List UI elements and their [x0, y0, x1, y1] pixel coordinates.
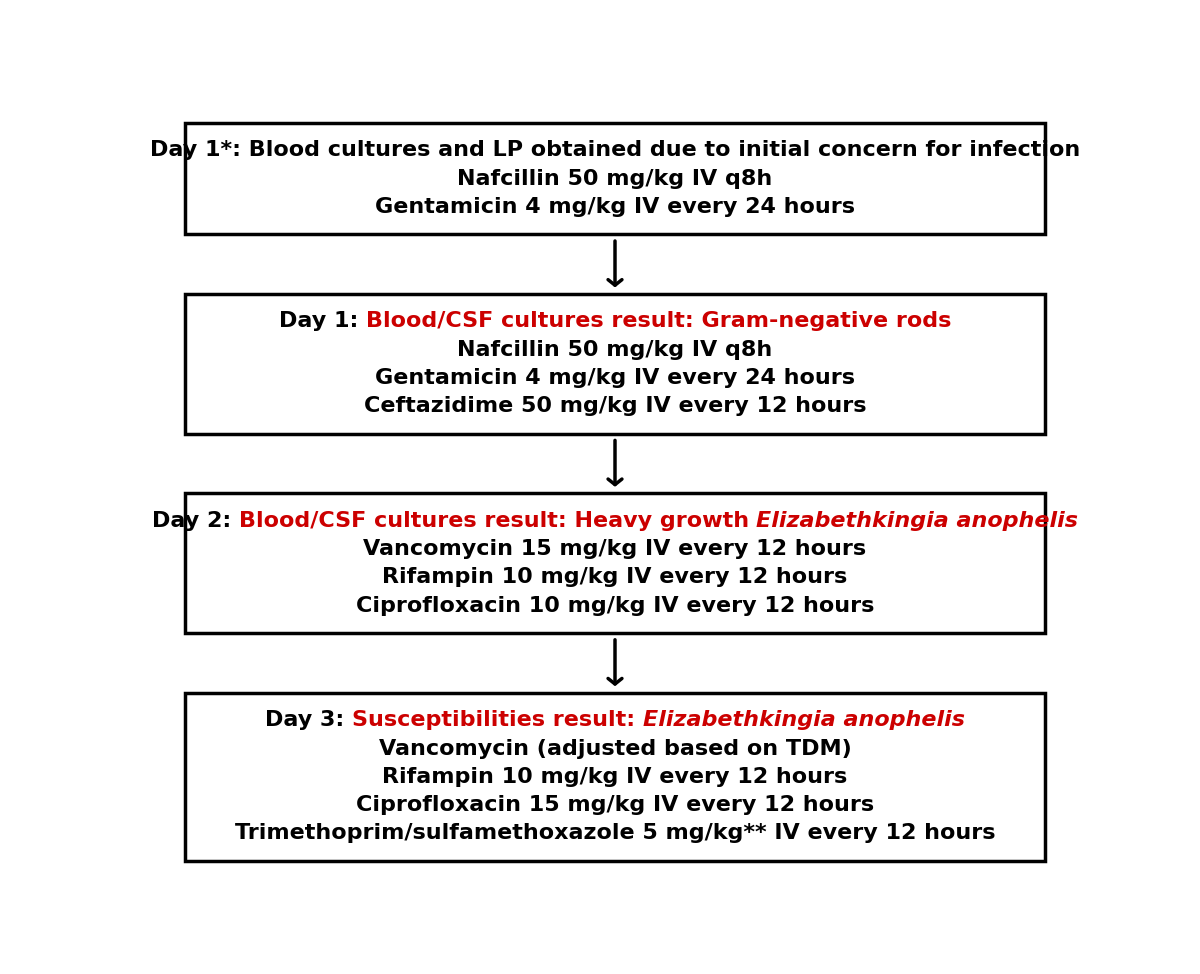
Text: Gentamicin 4 mg/kg IV every 24 hours: Gentamicin 4 mg/kg IV every 24 hours: [374, 197, 854, 217]
Text: Elizabethkingia anophelis: Elizabethkingia anophelis: [756, 511, 1079, 531]
Text: Ceftazidime 50 mg/kg IV every 12 hours: Ceftazidime 50 mg/kg IV every 12 hours: [364, 396, 866, 416]
Text: Blood/CSF cultures result: Gram-negative rods: Blood/CSF cultures result: Gram-negative…: [366, 312, 952, 331]
Text: Elizabethkingia anophelis: Elizabethkingia anophelis: [643, 710, 965, 730]
Text: Day 3:: Day 3:: [265, 710, 352, 730]
Text: Vancomycin 15 mg/kg IV every 12 hours: Vancomycin 15 mg/kg IV every 12 hours: [364, 540, 866, 559]
Text: Susceptibilities result:: Susceptibilities result:: [352, 710, 643, 730]
Text: Gentamicin 4 mg/kg IV every 24 hours: Gentamicin 4 mg/kg IV every 24 hours: [374, 368, 854, 388]
Text: Rifampin 10 mg/kg IV every 12 hours: Rifampin 10 mg/kg IV every 12 hours: [383, 568, 847, 587]
Text: Day 1*: Blood cultures and LP obtained due to initial concern for infection: Day 1*: Blood cultures and LP obtained d…: [150, 140, 1080, 161]
Text: Ciprofloxacin 10 mg/kg IV every 12 hours: Ciprofloxacin 10 mg/kg IV every 12 hours: [356, 596, 874, 616]
Text: Vancomycin (adjusted based on TDM): Vancomycin (adjusted based on TDM): [379, 738, 851, 759]
Bar: [185, 693, 1045, 861]
Text: Blood/CSF cultures result: Heavy growth: Blood/CSF cultures result: Heavy growth: [239, 511, 756, 531]
Text: Nafcillin 50 mg/kg IV q8h: Nafcillin 50 mg/kg IV q8h: [457, 169, 773, 189]
Text: Day 2:: Day 2:: [151, 511, 239, 531]
Text: Nafcillin 50 mg/kg IV q8h: Nafcillin 50 mg/kg IV q8h: [457, 340, 773, 359]
Text: Ciprofloxacin 15 mg/kg IV every 12 hours: Ciprofloxacin 15 mg/kg IV every 12 hours: [356, 795, 874, 815]
Text: Day 1:: Day 1:: [278, 312, 366, 331]
Bar: [185, 294, 1045, 433]
Bar: [185, 494, 1045, 633]
Bar: [185, 123, 1045, 235]
Text: Rifampin 10 mg/kg IV every 12 hours: Rifampin 10 mg/kg IV every 12 hours: [383, 767, 847, 787]
Text: Trimethoprim/sulfamethoxazole 5 mg/kg** IV every 12 hours: Trimethoprim/sulfamethoxazole 5 mg/kg** …: [235, 823, 995, 843]
